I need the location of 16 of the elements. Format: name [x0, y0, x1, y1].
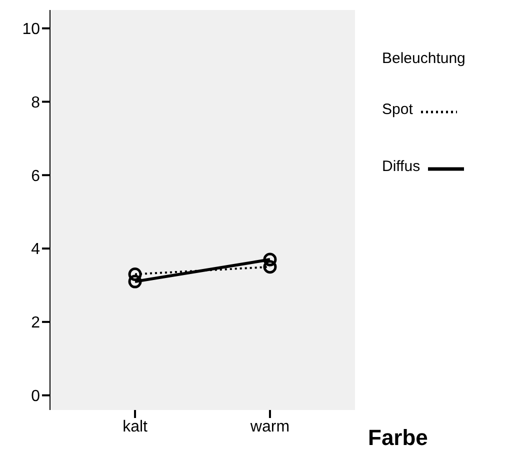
- x-tick-label: warm: [249, 418, 290, 436]
- legend-label: Spot: [382, 101, 413, 118]
- point: [128, 267, 142, 281]
- y-tick-label: 0: [31, 388, 40, 405]
- y-tick-label: 8: [31, 94, 40, 112]
- point: [263, 252, 277, 266]
- x-axis-title: Farbe: [368, 425, 428, 451]
- y-tick-label: 2: [31, 314, 40, 332]
- legend-title: Beleuchtung: [382, 50, 466, 67]
- point: [128, 274, 142, 288]
- y-tick-label: 4: [31, 241, 40, 258]
- y-tick-label: 6: [31, 168, 40, 185]
- point: [263, 260, 277, 274]
- legend-label: Diffus: [382, 158, 420, 175]
- x-tick-label: kalt: [122, 418, 148, 436]
- y-tick-label: 10: [22, 21, 40, 38]
